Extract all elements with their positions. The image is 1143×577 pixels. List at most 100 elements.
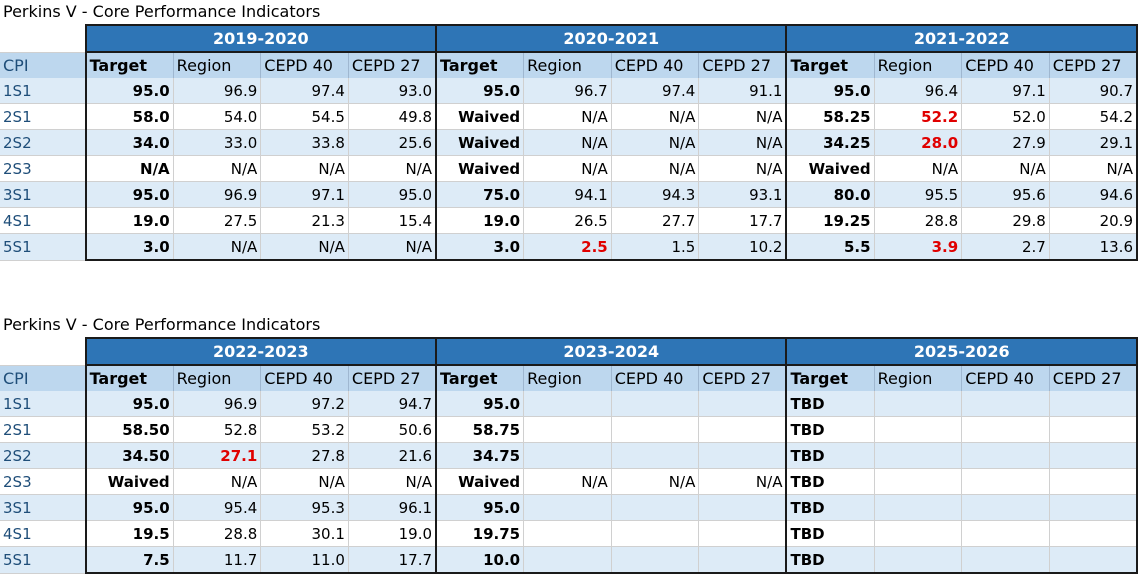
value-cell: N/A <box>172 155 261 182</box>
value-cell <box>698 391 787 417</box>
column-header: Target <box>435 52 524 78</box>
value-cell: N/A <box>172 468 261 495</box>
value-cell: N/A <box>610 468 699 495</box>
value-cell: 25.6 <box>347 129 437 156</box>
target-cell: 95.0 <box>84 391 174 417</box>
cpi-code: 2S1 <box>0 416 86 443</box>
column-header: CPI <box>0 52 86 78</box>
column-header: Region <box>873 365 962 391</box>
column-header: CEPD 40 <box>610 52 699 78</box>
value-cell <box>523 546 612 574</box>
value-cell: 96.7 <box>523 78 612 104</box>
target-cell: 95.0 <box>84 78 174 104</box>
value-cell: 28.0 <box>873 129 962 156</box>
target-cell: 19.0 <box>435 207 524 234</box>
value-cell: 54.2 <box>1048 103 1138 130</box>
value-cell: 10.2 <box>698 233 787 261</box>
value-cell: 50.6 <box>347 416 437 443</box>
value-cell: 15.4 <box>347 207 437 234</box>
target-cell: Waived <box>84 468 174 495</box>
target-cell: TBD <box>785 468 875 495</box>
value-cell <box>523 494 612 521</box>
table-row: 4S1 19.0 27.5 21.3 15.4 19.0 26.5 27.7 17.7 19.25… <box>0 207 1138 234</box>
value-cell: 90.7 <box>1048 78 1138 104</box>
target-cell: 3.0 <box>435 233 524 261</box>
value-cell <box>961 442 1050 469</box>
value-cell: N/A <box>698 103 787 130</box>
value-cell: 52.2 <box>873 103 962 130</box>
table-row: 2S3 Waived N/A N/A N/A Waived N/A N/A N/A TBD <box>0 468 1138 495</box>
value-cell: 96.4 <box>873 78 962 104</box>
value-cell: N/A <box>961 155 1050 182</box>
cpi-code: 2S3 <box>0 155 86 182</box>
value-cell: N/A <box>172 233 261 261</box>
value-cell: 13.6 <box>1048 233 1138 261</box>
target-cell: 19.25 <box>785 207 875 234</box>
value-cell: 95.4 <box>172 494 261 521</box>
value-cell: 54.5 <box>260 103 349 130</box>
value-cell: 49.8 <box>347 103 437 130</box>
target-cell: 19.5 <box>84 520 174 547</box>
value-cell: 19.0 <box>347 520 437 547</box>
target-cell: 75.0 <box>435 181 524 208</box>
column-header: CPI <box>0 365 86 391</box>
value-cell <box>523 416 612 443</box>
value-cell: 3.9 <box>873 233 962 261</box>
column-header: CEPD 40 <box>610 365 699 391</box>
year-header: 2023-2024 <box>435 337 788 366</box>
value-cell: N/A <box>523 468 612 495</box>
cpi-code: 3S1 <box>0 494 86 521</box>
target-cell: TBD <box>785 520 875 547</box>
value-cell <box>1048 546 1138 574</box>
value-cell: N/A <box>260 155 349 182</box>
value-cell <box>523 442 612 469</box>
header-blank <box>0 25 86 53</box>
cpi-code: 4S1 <box>0 207 86 234</box>
target-cell: TBD <box>785 494 875 521</box>
header-blank <box>0 338 86 366</box>
value-cell: 52.8 <box>172 416 261 443</box>
target-cell: Waived <box>435 468 524 495</box>
value-cell <box>610 416 699 443</box>
value-cell <box>961 416 1050 443</box>
target-cell: 34.25 <box>785 129 875 156</box>
value-cell: 17.7 <box>698 207 787 234</box>
value-cell: 52.0 <box>961 103 1050 130</box>
cpi-code: 2S2 <box>0 442 86 469</box>
value-cell: 11.7 <box>172 546 261 574</box>
value-cell <box>1048 468 1138 495</box>
value-cell <box>610 546 699 574</box>
value-cell <box>610 520 699 547</box>
target-cell: TBD <box>785 442 875 469</box>
target-cell: 3.0 <box>84 233 174 261</box>
value-cell <box>961 468 1050 495</box>
value-cell: 94.3 <box>610 181 699 208</box>
target-cell: 95.0 <box>435 494 524 521</box>
cpi-code: 2S3 <box>0 468 86 495</box>
value-cell <box>873 520 962 547</box>
year-header: 2021-2022 <box>785 24 1138 53</box>
target-cell: Waived <box>435 103 524 130</box>
target-cell: 95.0 <box>435 78 524 104</box>
value-cell: 97.2 <box>260 391 349 417</box>
value-cell <box>961 546 1050 574</box>
table-row: 2S1 58.0 54.0 54.5 49.8 Waived N/A N/A N/A 58.25 5… <box>0 103 1138 130</box>
value-cell: 95.6 <box>961 181 1050 208</box>
target-cell: 95.0 <box>435 391 524 417</box>
target-cell: 80.0 <box>785 181 875 208</box>
column-header: CEPD 27 <box>347 52 437 78</box>
value-cell <box>873 391 962 417</box>
value-cell: N/A <box>347 155 437 182</box>
value-cell <box>873 416 962 443</box>
value-cell: 94.6 <box>1048 181 1138 208</box>
value-cell <box>698 416 787 443</box>
target-cell: 95.0 <box>84 494 174 521</box>
target-cell: 7.5 <box>84 546 174 574</box>
target-cell: TBD <box>785 416 875 443</box>
column-header: CEPD 27 <box>1048 52 1138 78</box>
value-cell <box>610 391 699 417</box>
value-cell <box>961 494 1050 521</box>
value-cell: N/A <box>347 468 437 495</box>
year-header: 2020-2021 <box>435 24 788 53</box>
value-cell: 97.4 <box>260 78 349 104</box>
